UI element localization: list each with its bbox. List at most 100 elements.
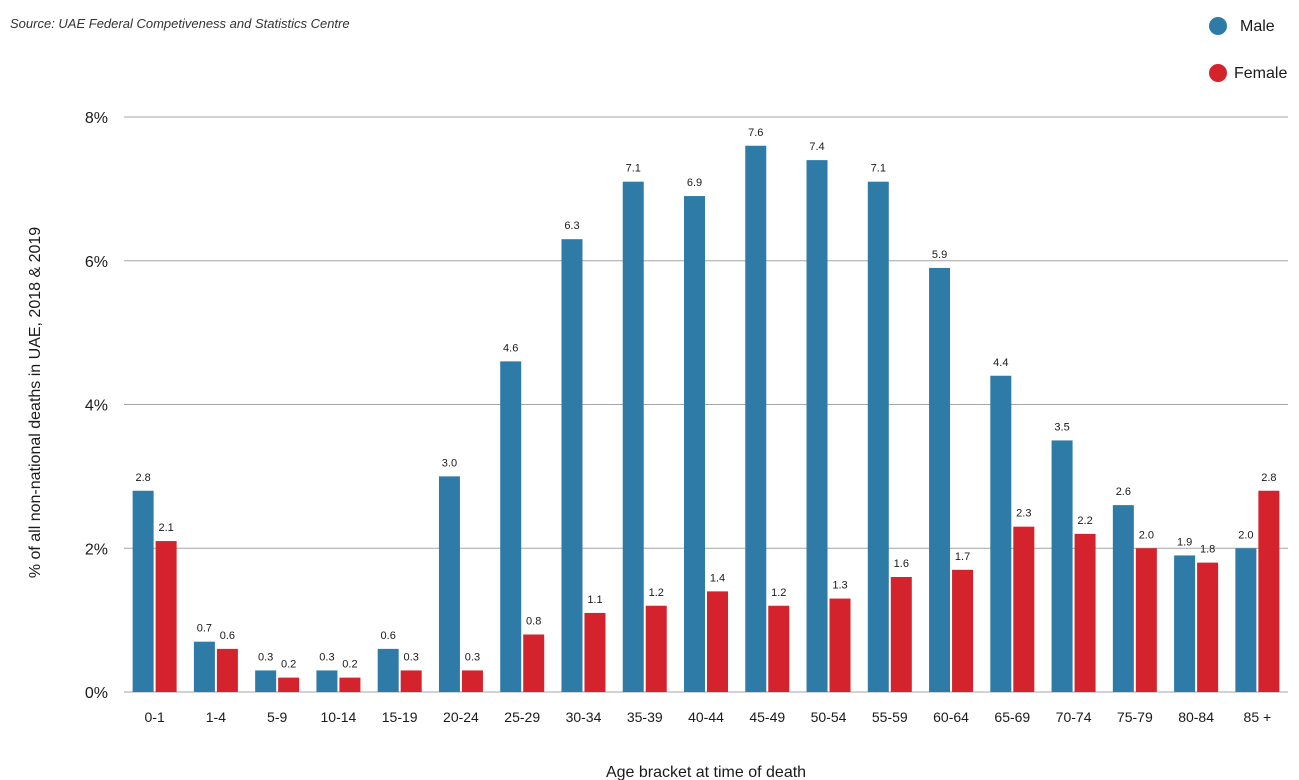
y-axis-ticks: 0% 2% 4% 6% 8% (85, 110, 108, 702)
x-tick-label: 10-14 (321, 709, 357, 725)
data-label-female: 2.1 (158, 522, 173, 534)
data-label-male: 4.6 (503, 342, 518, 354)
y-tick-label: 0% (85, 685, 108, 702)
bar-female-40-44 (707, 591, 728, 692)
bar-female-20-24 (461, 670, 483, 692)
data-label-female: 1.1 (587, 594, 602, 606)
bar-male-15-19 (377, 648, 399, 692)
data-label-female: 2.3 (1016, 508, 1031, 520)
x-tick-label: 85 + (1244, 709, 1272, 725)
bar-male-50-54 (806, 160, 828, 692)
data-label-male: 7.4 (809, 141, 824, 153)
bar-male-85+ (1235, 548, 1257, 692)
x-tick-label: 70-74 (1056, 709, 1092, 725)
data-label-male: 3.5 (1054, 421, 1069, 433)
bar-female-70-74 (1074, 533, 1096, 692)
bars (132, 145, 1280, 692)
bar-male-80-84 (1174, 555, 1196, 692)
x-tick-label: 50-54 (811, 709, 847, 725)
legend-male-marker (1209, 17, 1227, 35)
data-label-female: 1.4 (710, 572, 725, 584)
data-label-female: 1.2 (649, 587, 664, 599)
x-tick-label: 5-9 (267, 709, 287, 725)
bar-male-70-74 (1051, 440, 1073, 692)
bar-male-35-39 (622, 181, 644, 692)
bar-female-75-79 (1135, 548, 1157, 692)
y-tick-label: 8% (85, 110, 108, 127)
data-label-male: 0.3 (258, 651, 273, 663)
data-label-male: 4.4 (993, 357, 1008, 369)
bar-female-60-64 (952, 569, 974, 692)
data-label-male: 0.7 (197, 623, 212, 635)
data-label-female: 1.2 (771, 587, 786, 599)
data-label-female: 1.7 (955, 551, 970, 563)
data-label-male: 6.3 (564, 220, 579, 232)
bar-female-85+ (1258, 490, 1280, 692)
bar-male-65-69 (990, 375, 1012, 692)
legend-female-marker (1209, 64, 1227, 82)
legend-male-label: Male (1240, 18, 1275, 35)
data-label-female: 0.8 (526, 616, 541, 628)
data-label-male: 7.6 (748, 127, 763, 139)
bar-male-45-49 (745, 145, 767, 692)
bar-male-1-4 (193, 641, 215, 692)
bar-male-10-14 (316, 670, 338, 692)
bar-female-55-59 (890, 577, 912, 692)
y-tick-label: 6% (85, 254, 108, 271)
bar-male-25-29 (500, 361, 522, 692)
x-tick-label: 35-39 (627, 709, 663, 725)
y-axis-title: % of all non-national deaths in UAE, 201… (27, 227, 44, 578)
bar-male-60-64 (929, 267, 951, 692)
bar-female-25-29 (523, 634, 545, 692)
x-tick-label: 60-64 (933, 709, 969, 725)
data-label-female: 1.6 (894, 558, 909, 570)
legend-item-male: Male (1209, 17, 1275, 35)
data-label-male: 0.3 (319, 651, 334, 663)
bar-female-5-9 (278, 677, 300, 692)
bar-female-15-19 (400, 670, 422, 692)
bar-female-45-49 (768, 605, 790, 692)
bar-male-75-79 (1112, 505, 1134, 692)
bar-female-30-34 (584, 612, 606, 692)
data-labels: 2.8 2.1 0.7 0.6 0.3 0.2 0.3 0.2 0.6 0.3 3.0 0.3 4.6 0… (135, 127, 1276, 671)
y-tick-label: 4% (85, 398, 108, 415)
x-tick-label: 20-24 (443, 709, 479, 725)
x-tick-label: 55-59 (872, 709, 908, 725)
data-label-female: 0.3 (465, 651, 480, 663)
data-label-female: 2.8 (1261, 472, 1276, 484)
bar-male-20-24 (438, 476, 460, 692)
data-label-male: 1.9 (1177, 536, 1192, 548)
x-tick-label: 80-84 (1178, 709, 1214, 725)
bar-male-5-9 (255, 670, 277, 692)
data-label-male: 7.1 (871, 163, 886, 175)
x-axis-ticks: 0-1 1-4 5-9 10-14 15-19 20-24 25-29 30-34 35-39 4… (145, 709, 1272, 725)
data-label-female: 0.6 (220, 630, 235, 642)
x-axis-title: Age bracket at time of death (606, 764, 806, 780)
x-tick-label: 0-1 (145, 709, 165, 725)
x-tick-label: 75-79 (1117, 709, 1153, 725)
data-label-male: 6.9 (687, 177, 702, 189)
data-label-female: 1.8 (1200, 544, 1215, 556)
x-tick-label: 1-4 (206, 709, 226, 725)
data-label-female: 0.2 (281, 659, 296, 671)
data-label-male: 5.9 (932, 249, 947, 261)
data-label-female: 2.2 (1077, 515, 1092, 527)
data-label-female: 2.0 (1139, 529, 1154, 541)
bar-female-80-84 (1197, 562, 1219, 692)
bar-male-40-44 (684, 196, 705, 692)
legend-item-female: Female (1209, 64, 1287, 82)
data-label-male: 2.8 (135, 472, 150, 484)
x-tick-label: 40-44 (688, 709, 724, 725)
data-label-male: 0.6 (381, 630, 396, 642)
bar-female-0-1 (155, 541, 177, 692)
bar-female-1-4 (216, 648, 238, 692)
data-label-male: 7.1 (626, 163, 641, 175)
bar-male-55-59 (867, 181, 889, 692)
bar-female-65-69 (1013, 526, 1035, 692)
bar-female-35-39 (645, 605, 667, 692)
data-label-female: 0.3 (404, 651, 419, 663)
x-tick-label: 45-49 (749, 709, 785, 725)
x-tick-label: 25-29 (504, 709, 540, 725)
